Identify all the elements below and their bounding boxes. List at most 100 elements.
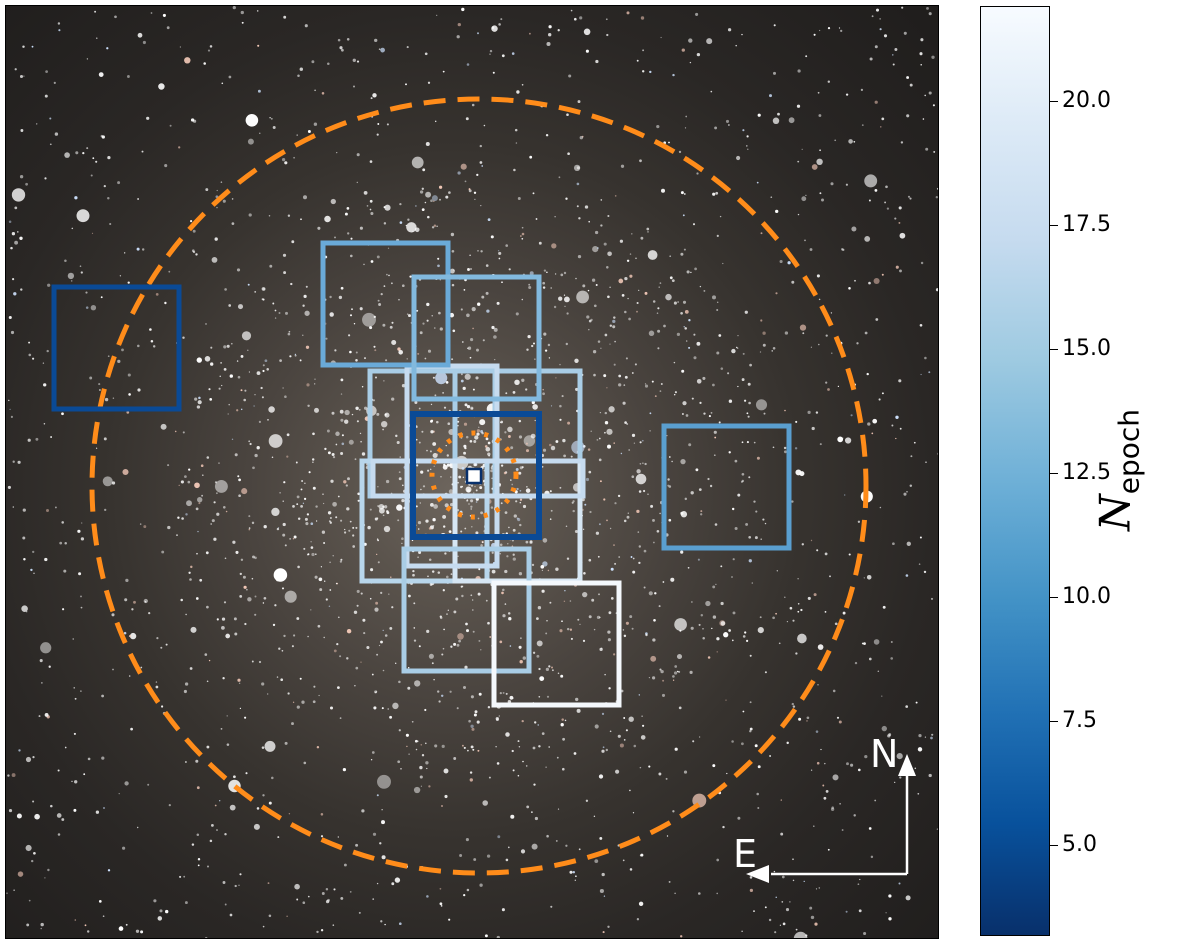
star (196, 833, 200, 837)
star (10, 246, 13, 250)
star (688, 346, 691, 349)
star (64, 542, 67, 545)
star (874, 100, 878, 104)
star (624, 276, 628, 281)
star (749, 727, 753, 731)
star (930, 597, 934, 600)
star (342, 767, 347, 772)
star (681, 412, 684, 416)
star (898, 882, 901, 885)
star (25, 182, 28, 186)
colorbar-tick-label: 12.5 (1062, 460, 1111, 485)
star (668, 518, 672, 522)
star (125, 923, 128, 926)
star (696, 341, 701, 346)
star (7, 774, 10, 777)
star (609, 527, 612, 530)
star (361, 385, 364, 388)
star (310, 541, 312, 543)
star (875, 8, 880, 12)
star (340, 286, 344, 290)
star (894, 217, 897, 220)
star (64, 746, 67, 749)
star (477, 592, 481, 596)
star (443, 406, 447, 409)
star (240, 558, 244, 562)
star (296, 495, 300, 499)
star (44, 177, 47, 180)
star (301, 480, 304, 482)
star (386, 273, 388, 276)
star (726, 772, 728, 775)
star (22, 45, 25, 48)
star (747, 415, 750, 418)
star (167, 525, 171, 530)
star (28, 899, 31, 902)
star (625, 621, 629, 625)
star (636, 301, 639, 305)
star (706, 38, 713, 45)
star (421, 208, 425, 212)
star (548, 25, 552, 29)
star (471, 306, 476, 312)
star (377, 539, 379, 542)
star (430, 420, 433, 423)
star (638, 901, 644, 907)
star (818, 887, 821, 889)
star (542, 281, 546, 285)
star (749, 701, 752, 704)
star (795, 420, 798, 423)
star (460, 585, 463, 588)
star (107, 197, 110, 200)
star (495, 718, 499, 722)
star (426, 895, 429, 898)
star (505, 392, 508, 395)
star (805, 55, 808, 58)
star (437, 571, 441, 574)
star (713, 430, 717, 434)
star (482, 800, 488, 806)
star (886, 207, 890, 210)
star (467, 347, 469, 349)
star (317, 624, 321, 628)
star (276, 578, 280, 582)
star (400, 768, 402, 770)
star (698, 892, 701, 895)
star (668, 456, 671, 458)
center-field-box (465, 467, 483, 485)
star (457, 171, 461, 175)
star (594, 859, 599, 863)
star (749, 888, 754, 893)
star (262, 925, 265, 928)
star (430, 199, 433, 203)
star (374, 349, 377, 352)
star (815, 411, 819, 414)
star (389, 626, 393, 630)
star (919, 52, 923, 56)
star (48, 665, 51, 668)
star (781, 901, 784, 903)
star (857, 883, 860, 886)
star (231, 198, 234, 200)
star (830, 182, 834, 186)
star (654, 592, 657, 595)
star (680, 311, 683, 315)
star (488, 776, 491, 779)
star (520, 849, 526, 854)
star (450, 573, 453, 575)
star (500, 502, 503, 505)
star (797, 633, 807, 644)
star (598, 437, 601, 440)
star (741, 742, 744, 746)
star (278, 312, 281, 314)
star (587, 448, 591, 451)
star (358, 408, 361, 411)
star (913, 441, 916, 444)
star (436, 14, 438, 17)
star (460, 163, 467, 170)
star (382, 514, 385, 517)
star (737, 347, 739, 349)
star (636, 59, 639, 62)
star (302, 502, 305, 504)
star (64, 152, 70, 158)
